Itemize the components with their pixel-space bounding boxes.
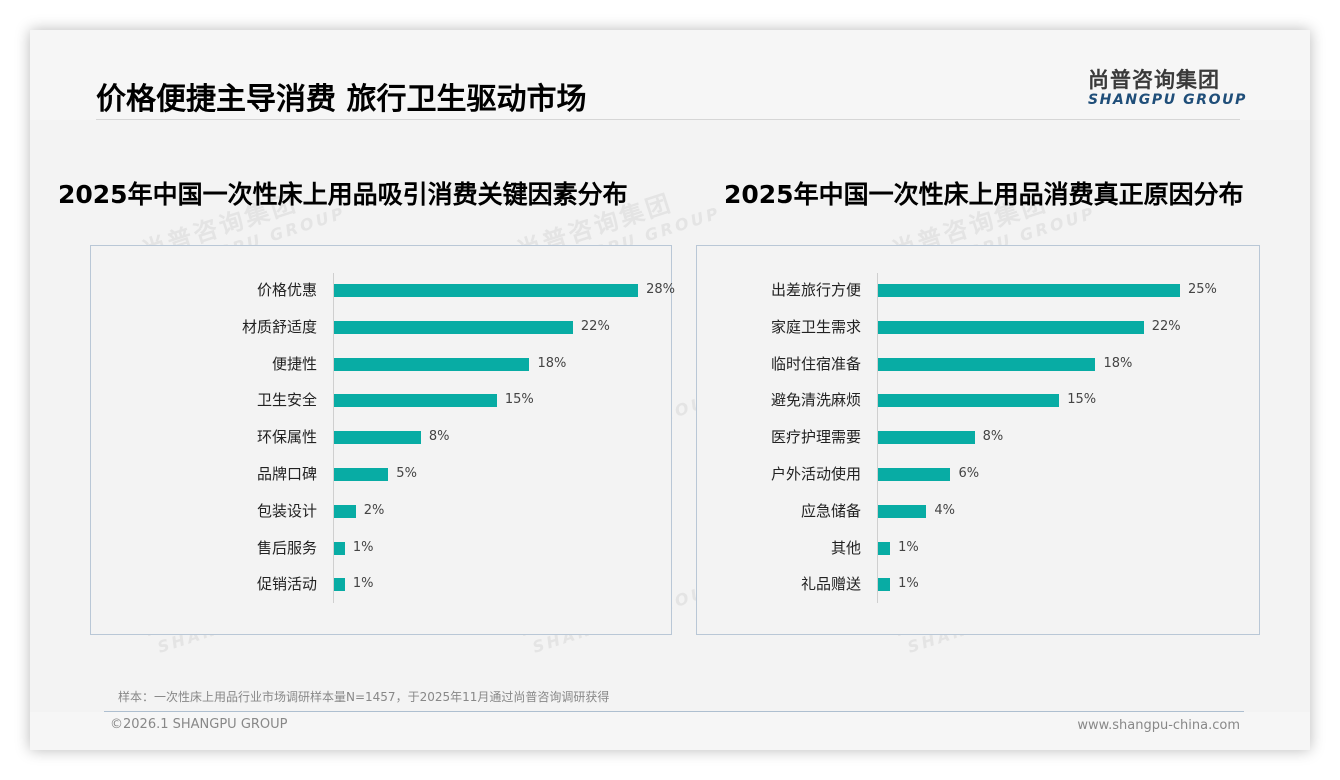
bar-row: 卫生安全 15% — [91, 390, 671, 410]
value-label: 5% — [396, 466, 417, 481]
bar-row: 临时住宿准备 18% — [697, 354, 1259, 374]
category-label: 避免清洗麻烦 — [770, 391, 861, 410]
copyright: ©2026.1 SHANGPU GROUP — [110, 717, 288, 732]
chart-title-right: 2025年中国一次性床上用品消费真正原因分布 — [724, 180, 1244, 209]
value-label: 1% — [898, 576, 919, 592]
value-label: 28% — [646, 282, 675, 297]
bar-row: 促销活动 1% — [91, 574, 671, 594]
title-divider — [96, 119, 1240, 120]
value-label: 22% — [1151, 318, 1181, 334]
value-label: 25% — [1188, 282, 1217, 297]
value-label: 8% — [982, 429, 1004, 445]
category-label: 促销活动 — [256, 575, 317, 594]
value-label: 2% — [363, 502, 385, 518]
bar — [334, 320, 573, 334]
logo-chinese: 尚普咨询集团 — [1088, 68, 1220, 92]
category-label: 卫生安全 — [256, 391, 317, 410]
y-axis-line — [333, 273, 334, 603]
value-label: 4% — [934, 502, 955, 518]
sample-note: 样本：一次性床上用品行业市场调研样本量N=1457，于2025年11月通过尚普咨… — [118, 690, 610, 704]
category-label: 其他 — [830, 538, 861, 557]
category-label: 品牌口碑 — [256, 465, 317, 483]
logo-english: SHANGPU GROUP — [1088, 92, 1247, 108]
bar-row: 家庭卫生需求 22% — [697, 317, 1259, 337]
value-label: 15% — [504, 392, 534, 408]
header-band — [30, 30, 1310, 120]
website-link[interactable]: www.shangpu-china.com — [1077, 718, 1240, 733]
bar-row: 其他 1% — [697, 538, 1259, 558]
y-axis-line — [877, 273, 878, 603]
category-label: 出差旅行方便 — [770, 281, 861, 299]
bar — [334, 578, 345, 592]
category-label: 售后服务 — [256, 538, 317, 557]
bar — [334, 541, 345, 555]
bar — [334, 468, 389, 481]
category-label: 应急储备 — [800, 501, 861, 520]
bar-row: 价格优惠 28% — [91, 280, 675, 300]
value-label: 15% — [1067, 392, 1097, 408]
category-label: 户外活动使用 — [770, 465, 861, 483]
bar — [878, 468, 951, 481]
bar-row: 环保属性 8% — [91, 427, 671, 447]
value-label: 18% — [1103, 355, 1133, 371]
chart-panel-left: 价格优惠 28% 材质舒适度 22% 便捷性 18% 卫生安全 15% 环保属性 8% 品牌口碑 5%… — [90, 245, 675, 635]
bar-row: 包装设计 2% — [91, 501, 671, 521]
bar-row: 材质舒适度 22% — [91, 317, 671, 337]
bar-row: 避免清洗麻烦 15% — [697, 390, 1259, 410]
bar — [878, 578, 891, 592]
page-title: 价格便捷主导消费 旅行卫生驱动市场 — [96, 82, 587, 117]
value-label: 1% — [352, 539, 374, 555]
category-label: 医疗护理需要 — [770, 428, 861, 447]
bar — [334, 504, 356, 518]
footer-band — [30, 712, 1310, 750]
bar — [334, 284, 639, 297]
bar-row: 品牌口碑 5% — [91, 464, 671, 484]
category-label: 礼品赠送 — [800, 575, 861, 594]
bar — [878, 357, 1096, 371]
bar-row: 户外活动使用 6% — [697, 464, 1259, 484]
bar — [334, 431, 421, 445]
value-label: 18% — [537, 355, 567, 371]
bar-row: 出差旅行方便 25% — [697, 280, 1259, 300]
category-label: 包装设计 — [256, 501, 317, 520]
category-label: 临时住宿准备 — [770, 354, 861, 373]
bar — [878, 431, 975, 445]
value-label: 8% — [428, 429, 450, 445]
chart-panel-right: 出差旅行方便 25% 家庭卫生需求 22% 临时住宿准备 18% 避免清洗麻烦 15% 医疗护理… — [696, 245, 1260, 635]
value-label: 1% — [352, 576, 374, 592]
bar — [334, 357, 530, 371]
category-label: 便捷性 — [271, 354, 317, 373]
value-label: 6% — [958, 466, 980, 481]
bar — [878, 541, 891, 555]
bar — [878, 504, 927, 518]
category-label: 价格优惠 — [256, 281, 317, 299]
bar — [878, 394, 1060, 408]
category-label: 材质舒适度 — [241, 317, 317, 336]
bar — [334, 394, 497, 408]
bar-row: 便捷性 18% — [91, 354, 671, 374]
value-label: 22% — [580, 318, 610, 334]
category-label: 环保属性 — [256, 428, 317, 447]
bar-row: 礼品赠送 1% — [697, 574, 1259, 594]
bar — [878, 320, 1144, 334]
chart-title-left: 2025年中国一次性床上用品吸引消费关键因素分布 — [58, 180, 628, 209]
slide: 价格便捷主导消费 旅行卫生驱动市场 尚普咨询集团 SHANGPU GROUP 尚… — [30, 30, 1310, 750]
value-label: 1% — [898, 539, 919, 555]
bar-row: 应急储备 4% — [697, 501, 1259, 521]
bar-row: 医疗护理需要 8% — [697, 427, 1259, 447]
bar — [878, 284, 1180, 297]
company-logo: 尚普咨询集团 SHANGPU GROUP — [1088, 64, 1248, 108]
footer-divider — [104, 711, 1244, 712]
bar-row: 售后服务 1% — [91, 538, 671, 558]
category-label: 家庭卫生需求 — [770, 317, 861, 336]
